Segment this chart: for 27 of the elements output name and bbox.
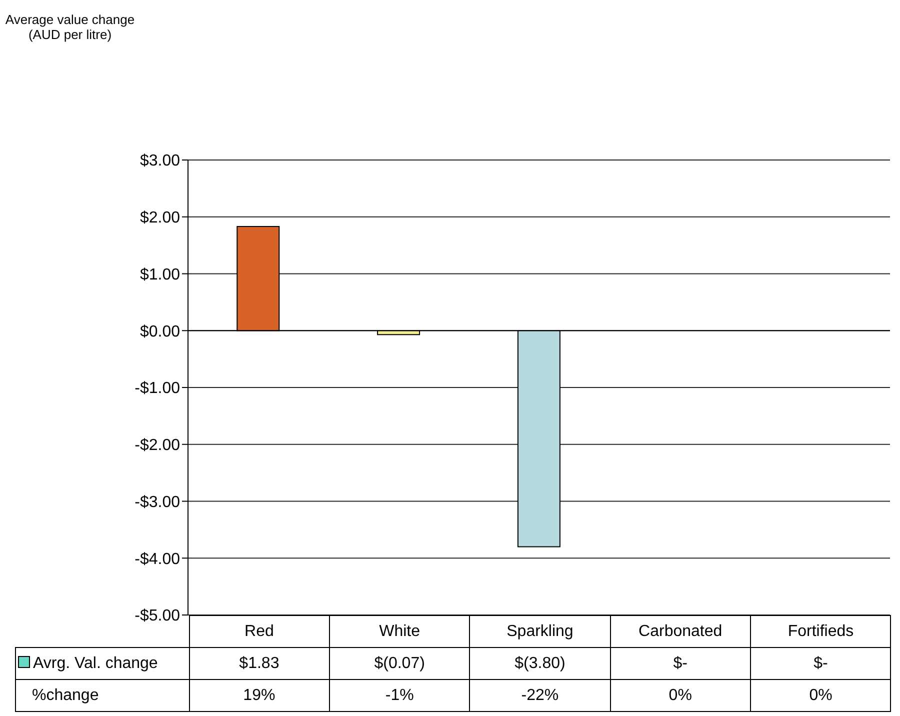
y-tick-label: -$1.00 xyxy=(134,380,180,398)
text: -22% xyxy=(470,680,610,712)
text: 0% xyxy=(750,680,891,712)
data-label: $(0.07) xyxy=(329,648,470,680)
text: -1% xyxy=(329,680,470,712)
data-label: $- xyxy=(610,648,751,680)
text: 0% xyxy=(610,680,751,712)
y-tick-label: -$4.00 xyxy=(134,550,180,568)
y-tick-label: $1.00 xyxy=(140,266,180,284)
text: Avrg. Val. change xyxy=(16,648,189,680)
data-label: $(3.80) xyxy=(470,648,610,680)
x-tick-label: Red xyxy=(189,616,330,648)
x-tick-label: Sparkling xyxy=(470,616,610,648)
y-tick-label: -$5.00 xyxy=(134,608,180,625)
x-tick-label: White xyxy=(329,616,470,648)
y-tick-label: $3.00 xyxy=(140,152,180,170)
data-label: $- xyxy=(750,648,891,680)
y-tick-label: $0.00 xyxy=(140,323,180,340)
text: Average value change (AUD per litre) xyxy=(4,12,136,42)
y-tick-label: -$2.00 xyxy=(134,437,180,454)
text: %change xyxy=(16,680,189,712)
x-tick-label: Fortifieds xyxy=(750,616,891,648)
y-tick-label: -$3.00 xyxy=(134,494,180,511)
text: 19% xyxy=(189,680,330,712)
y-tick-label: $2.00 xyxy=(140,210,180,227)
x-tick-label: Carbonated xyxy=(610,616,751,648)
data-label: $1.83 xyxy=(189,648,330,680)
